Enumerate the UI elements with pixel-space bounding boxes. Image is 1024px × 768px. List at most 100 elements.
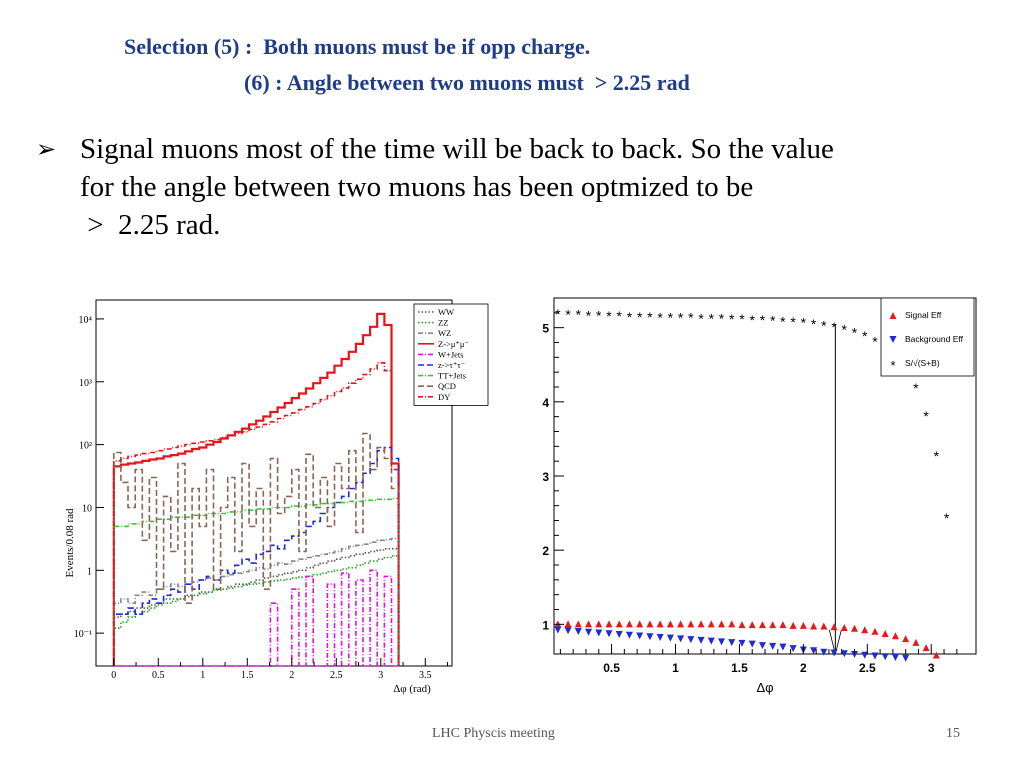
histogram-series-8 (113, 362, 400, 666)
histogram-series-3 (112, 312, 400, 666)
x-tick-label: 2 (800, 661, 807, 675)
significance-point: * (596, 307, 602, 323)
background-eff-point (625, 631, 633, 639)
x-tick-label: 2.5 (330, 670, 343, 681)
signal-eff-point (636, 620, 644, 628)
signal-eff-point (851, 624, 859, 632)
signal-eff-point (810, 622, 818, 630)
significance-point: * (688, 310, 694, 326)
background-eff-point (707, 637, 715, 645)
significance-point: * (555, 306, 561, 322)
background-eff-point (585, 628, 593, 636)
significance-point: * (576, 307, 582, 323)
signal-eff-point (779, 621, 787, 629)
significance-point: * (852, 324, 858, 340)
signal-eff-point (605, 620, 613, 628)
background-eff-point (605, 630, 613, 638)
signal-eff-point (697, 620, 705, 628)
page-number: 15 (946, 726, 960, 741)
background-eff-point (830, 649, 838, 657)
x-tick-label: 1 (672, 661, 679, 675)
y-tick-label: 5 (542, 322, 549, 336)
signal-eff-point (687, 620, 695, 628)
background-eff-point (738, 639, 746, 647)
background-eff-point (871, 652, 879, 660)
background-eff-point (636, 632, 644, 640)
legend-label: ZZ (438, 318, 448, 328)
x-tick-label: 1.5 (241, 670, 254, 681)
significance-point: * (698, 310, 704, 326)
background-eff-point (564, 627, 572, 635)
x-tick-label: 1 (200, 670, 205, 681)
background-eff-point (810, 647, 818, 655)
signal-eff-point (615, 620, 623, 628)
signal-eff-point (830, 623, 838, 631)
background-eff-point (615, 630, 623, 638)
significance-point: * (749, 312, 755, 328)
signal-eff-point (564, 620, 572, 628)
signal-eff-point (758, 621, 766, 629)
significance-point: * (627, 309, 633, 325)
x-axis-label: Δφ (rad) (393, 683, 431, 695)
slide-title-line-2: (6) : Angle between two muons must > 2.2… (244, 70, 690, 95)
background-eff-point (891, 653, 899, 661)
bullet-text: Signal muons most of the time will be ba… (80, 130, 1016, 244)
significance-point: * (862, 328, 868, 344)
bullet-text-line-3: > 2.25 rad. (80, 209, 221, 241)
slide-title-line-1: Selection (5) : Both muons must be if op… (124, 34, 591, 59)
histogram-series-7 (113, 432, 400, 666)
y-tick-label: 3 (542, 470, 549, 484)
signal-eff-point (789, 621, 797, 629)
significance-point: * (923, 408, 929, 424)
x-tick-label: 3.5 (419, 670, 432, 681)
legend-label: Z->μ⁺μ⁻ (438, 339, 469, 349)
background-eff-point (656, 633, 664, 641)
significance-point: * (934, 448, 940, 464)
legend-significance-marker: * (890, 358, 895, 373)
significance-point: * (616, 308, 622, 324)
legend-background-marker (889, 336, 897, 343)
signal-eff-point (574, 620, 582, 628)
efficiency-legend-box (880, 297, 975, 377)
y-tick-label: 2 (542, 544, 549, 558)
background-eff-point (861, 651, 869, 659)
histogram-series-0 (113, 548, 400, 666)
signal-eff-point (666, 620, 674, 628)
background-eff-point (677, 635, 685, 643)
background-eff-point (554, 626, 562, 634)
histogram-series-4 (113, 569, 399, 667)
significance-point: * (606, 308, 612, 324)
background-eff-point (718, 638, 726, 646)
legend-label: DY (438, 392, 450, 402)
significance-point: * (657, 310, 663, 326)
background-eff-point (687, 636, 695, 644)
y-tick-label: 10⁴ (79, 315, 93, 326)
significance-point: * (668, 310, 674, 326)
significance-point: * (719, 310, 725, 326)
x-tick-label: 0.5 (603, 661, 620, 675)
bullet-text-line-2: for the angle between two muons has been… (80, 171, 754, 203)
significance-point: * (678, 310, 684, 326)
significance-point: * (831, 319, 837, 335)
histogram-series-5 (113, 446, 400, 666)
significance-point: * (790, 314, 796, 330)
legend-signal-marker (889, 312, 897, 319)
signal-eff-point (728, 620, 736, 628)
signal-eff-point (707, 620, 715, 628)
signal-eff-point (656, 620, 664, 628)
legend-label: W+Jets (438, 349, 464, 359)
significance-point: * (565, 307, 571, 323)
background-eff-point (789, 645, 797, 653)
background-eff-point (779, 643, 787, 651)
signal-eff-point (595, 620, 603, 628)
legend-label: WW (438, 307, 454, 317)
signal-eff-point (748, 621, 756, 629)
significance-point: * (760, 312, 766, 328)
significance-point: * (811, 316, 817, 332)
signal-eff-point (912, 638, 920, 646)
efficiency-significance-chart: *************************************** … (528, 292, 980, 704)
signal-eff-point (677, 620, 685, 628)
background-eff-point (595, 629, 603, 637)
signal-eff-point (718, 620, 726, 628)
legend-label: Signal Eff (905, 310, 942, 320)
